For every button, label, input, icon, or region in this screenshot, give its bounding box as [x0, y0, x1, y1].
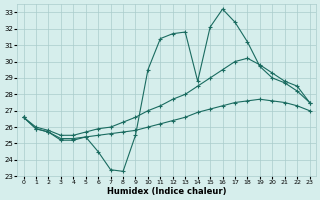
X-axis label: Humidex (Indice chaleur): Humidex (Indice chaleur): [107, 187, 226, 196]
